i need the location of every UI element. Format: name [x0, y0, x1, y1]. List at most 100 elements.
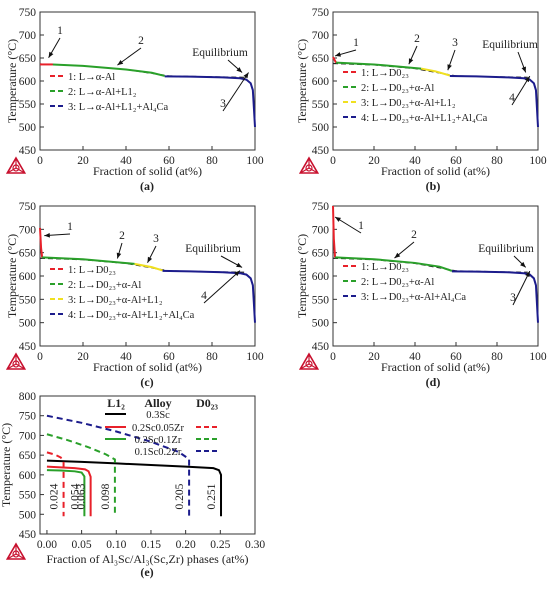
legend-entry: 4: L→D0₂₃+α-Al+L1₂+Al₄Ca — [361, 113, 488, 124]
annotation-arrowhead — [236, 262, 243, 268]
x-tick-label: 20 — [368, 351, 380, 363]
logo-spoke — [15, 553, 25, 560]
series-line-0 — [39, 227, 44, 258]
y-axis-label: Temperature (°C) — [0, 423, 13, 507]
y-tick-label: 700 — [19, 430, 37, 442]
legend-header: L1₂ — [107, 396, 125, 410]
x-tick-label: 100 — [529, 351, 547, 363]
series-line-1 — [52, 63, 165, 77]
y-tick-label: 700 — [19, 30, 37, 42]
annotation-label: 3 — [153, 233, 159, 245]
y-tick-label: 500 — [312, 122, 330, 134]
annotation-label: 4 — [201, 290, 207, 302]
y-tick-label: 650 — [312, 53, 330, 65]
legend-entry: 0.1Sc0.2Zr — [135, 447, 182, 458]
chart-panel-0: 450 500 550 600 650 700 750 0 20 40 60 80 100 Fractio… — [5, 7, 264, 193]
y-tick-label: 450 — [19, 341, 37, 353]
logo-center — [305, 164, 313, 172]
y-tick-label: 600 — [19, 470, 37, 482]
annotation-label: 2 — [411, 229, 417, 241]
chart-panel-1: 450 500 550 600 650 700 750 0 20 40 60 80 100 Fractio… — [295, 7, 547, 193]
y-tick-label: 650 — [312, 248, 330, 260]
x-tick-label: 40 — [409, 155, 421, 167]
logo-spoke — [15, 363, 25, 370]
y-tick-label: 650 — [19, 450, 37, 462]
value-label: 0.063 — [76, 483, 88, 509]
x-axis-label: Fraction of solid (at%) — [93, 360, 202, 374]
y-axis-label: Temperature (°C) — [5, 234, 19, 318]
y-tick-label: 750 — [19, 201, 37, 213]
y-tick-label: 500 — [19, 122, 37, 134]
annotation-arrow-line — [511, 75, 531, 106]
legend-entry: 2: L→α-Al+L1₂ — [68, 87, 137, 98]
x-axis-label: Fraction of Al₃Sc/Al₃(Sc,Zr) phases (at%… — [47, 552, 249, 566]
y-tick-label: 550 — [312, 99, 330, 111]
series-line-0 — [332, 56, 337, 64]
logo-triangle — [298, 352, 320, 370]
logo-spoke — [300, 167, 310, 174]
y-tick-label: 550 — [19, 294, 37, 306]
x-tick-label: 0 — [37, 155, 43, 167]
annotation-arrowhead — [335, 52, 342, 57]
y-axis-label: Temperature (°C) — [295, 39, 309, 123]
annotation-label: 3 — [452, 37, 458, 49]
y-tick-label: 600 — [19, 76, 37, 88]
chart-panel-4: 450 500 550 600 650 700 750 800 0.00 0.05 0.10 0.15… — [0, 391, 265, 579]
logo-spoke — [300, 363, 310, 370]
x-tick-label: 100 — [246, 351, 264, 363]
x-tick-label: 80 — [206, 155, 218, 167]
logo-triangle — [5, 542, 27, 560]
annotation-arrowhead — [48, 51, 54, 58]
annotation-label: 2 — [414, 33, 420, 45]
logo-triangle — [5, 352, 27, 370]
y-tick-label: 700 — [312, 30, 330, 42]
value-label: 0.251 — [206, 483, 218, 509]
x-tick-label: 0.10 — [106, 539, 126, 551]
legend-entry: 1: L→D0₂₃ — [68, 265, 116, 276]
plot-frame — [39, 395, 256, 535]
annotation-label: 1 — [67, 221, 73, 233]
x-tick-label: 60 — [163, 155, 175, 167]
x-tick-label: 40 — [409, 351, 421, 363]
annotation-label: 2 — [138, 35, 144, 47]
logo-triangle — [5, 156, 27, 174]
series-line-0 — [332, 205, 337, 258]
annotation-arrowhead — [408, 58, 414, 65]
x-tick-label: 80 — [491, 351, 503, 363]
annotation-label: 1 — [57, 25, 63, 37]
y-tick-label: 500 — [312, 318, 330, 330]
y-tick-label: 600 — [312, 76, 330, 88]
annotation-arrowhead — [44, 232, 50, 238]
annotation-arrowhead — [447, 64, 452, 71]
thermocalc-logo — [5, 156, 27, 174]
annotation-arrow-line — [512, 270, 531, 306]
x-axis-label: Fraction of solid (at%) — [93, 164, 202, 178]
annotation-arrow-line — [222, 72, 249, 112]
y-tick-label: 550 — [19, 99, 37, 111]
annotation-label: Equilibrium — [478, 243, 534, 255]
annotation-arrowhead — [236, 67, 243, 73]
legend-entry: 0.2Sc0.05Zr — [132, 423, 184, 434]
x-tick-label: 100 — [529, 155, 547, 167]
y-tick-label: 550 — [312, 294, 330, 306]
logo-spoke — [15, 167, 25, 174]
series-line-1 — [42, 256, 135, 265]
annotation-label: 4 — [509, 92, 515, 104]
x-tick-label: 20 — [368, 155, 380, 167]
y-tick-label: 450 — [312, 145, 330, 157]
panel-label: (d) — [426, 375, 441, 389]
panel-label: (b) — [426, 179, 441, 193]
series-line-2 — [134, 262, 163, 272]
y-tick-label: 700 — [19, 224, 37, 236]
annotation-label: 1 — [358, 220, 364, 232]
series-line-1 — [46, 465, 92, 517]
annotation-arrowhead — [521, 66, 526, 73]
annotation-arrowhead — [394, 252, 401, 259]
annotation-label: 3 — [220, 98, 226, 110]
thermocalc-logo — [298, 352, 320, 370]
x-tick-label: 0.20 — [176, 539, 196, 551]
y-tick-label: 650 — [19, 248, 37, 260]
legend-entry: 2: L→D0₂₃+α-Al — [68, 280, 141, 291]
logo-spoke — [308, 167, 318, 174]
y-tick-label: 550 — [19, 490, 37, 502]
